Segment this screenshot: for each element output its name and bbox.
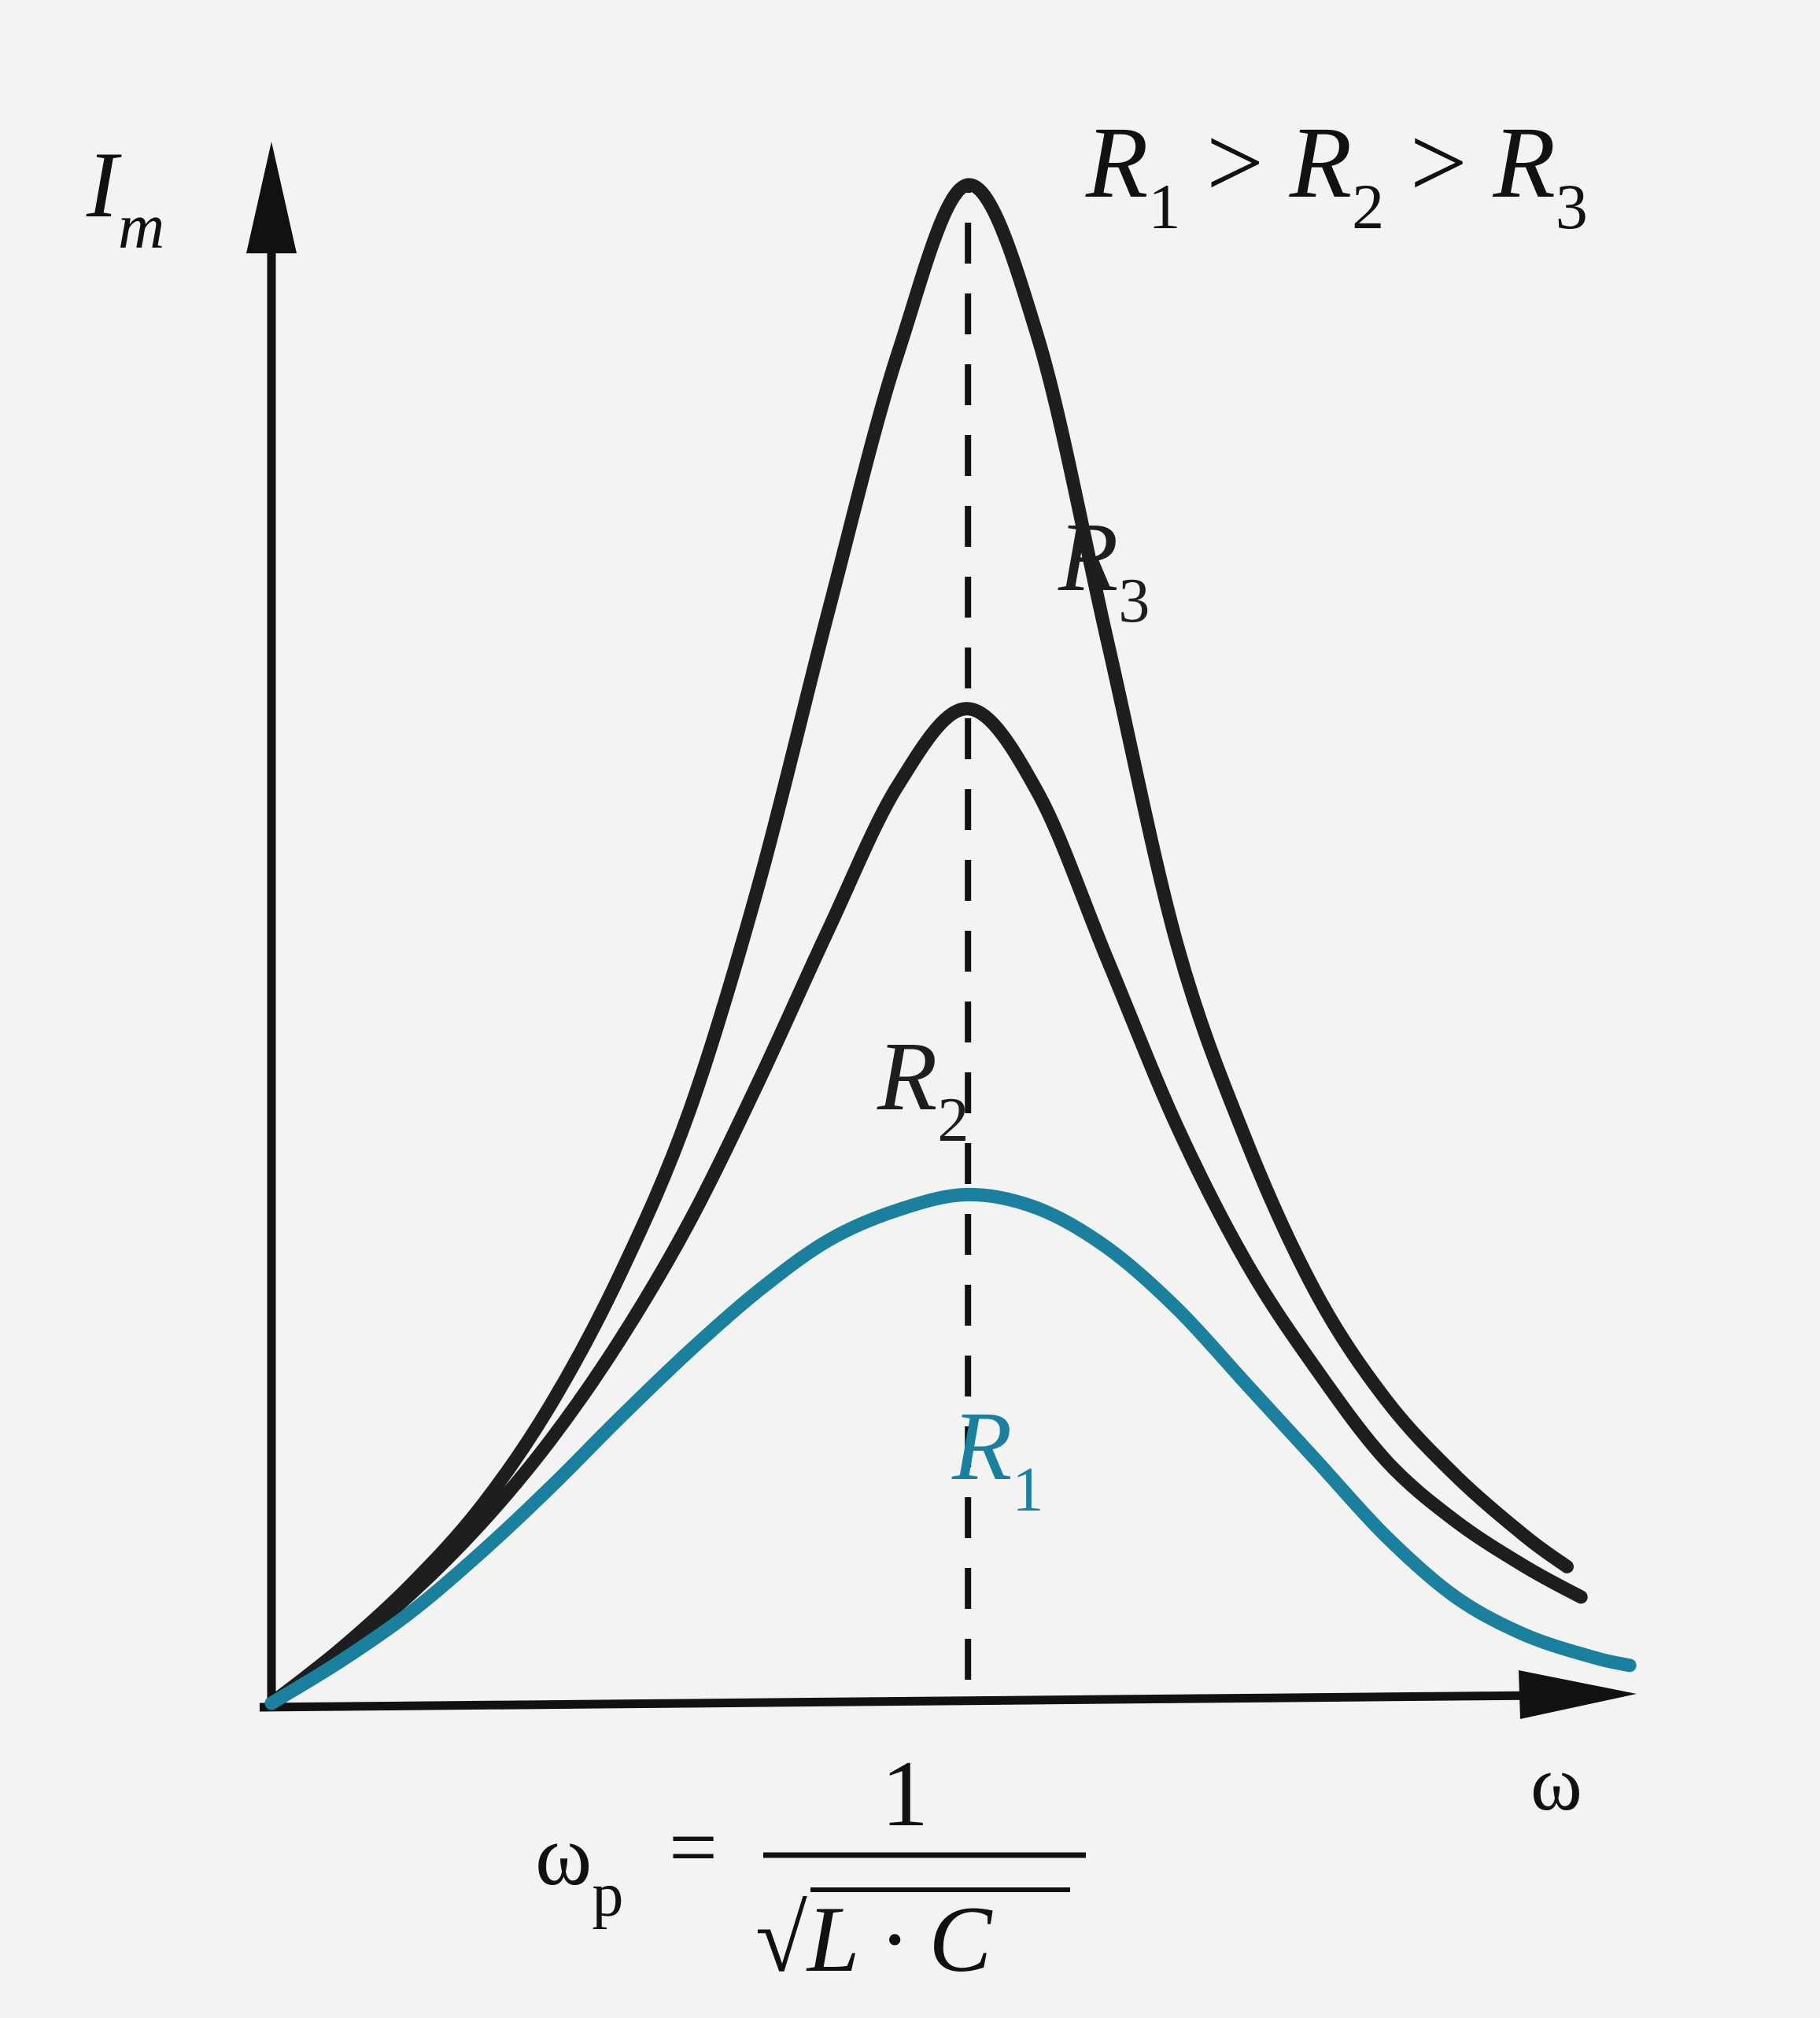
- series-line-r2: [264, 702, 1588, 1710]
- series-label-r3-sub: 3: [1118, 566, 1150, 636]
- x-axis-arrow: [1519, 1670, 1637, 1719]
- series-label-r2: R2: [877, 1023, 969, 1155]
- relation-gt1: >: [1180, 106, 1289, 220]
- series-group: [264, 178, 1637, 1710]
- series-label-r1: R1: [951, 1393, 1043, 1525]
- series-label-r2-sub: 2: [937, 1086, 969, 1155]
- relation-r3: R: [1493, 106, 1556, 220]
- y-axis-arrow: [246, 142, 297, 253]
- formula-denominator: √L · C: [755, 1887, 993, 1991]
- series-label-r1-sub: 1: [1012, 1455, 1043, 1525]
- relation-gt2: >: [1384, 106, 1493, 220]
- relation-r1: R: [1085, 106, 1148, 220]
- relation-s3: 3: [1556, 171, 1588, 242]
- series-label-r1-main: R: [951, 1393, 1012, 1501]
- relation-s2: 2: [1352, 171, 1384, 242]
- x-axis-line: [259, 1691, 1543, 1712]
- formula-radical: √: [755, 1887, 807, 1991]
- y-axis-label-sub: m: [118, 190, 164, 262]
- series-label-r3: R3: [1058, 504, 1150, 636]
- y-axis-label-main: I: [86, 132, 122, 237]
- series-label-r2-main: R: [877, 1023, 937, 1131]
- series-line-r1: [264, 1187, 1637, 1710]
- formula-denominator-text: L · C: [806, 1887, 994, 1991]
- resonance-formula: ωp = 1 √L · C: [535, 1741, 1086, 1991]
- formula-equals: =: [669, 1799, 718, 1895]
- series-label-r3-main: R: [1058, 504, 1118, 612]
- formula-omega-sub: p: [592, 1861, 623, 1930]
- x-axis-label: ω: [1530, 1739, 1582, 1827]
- series-line-r3: [264, 178, 1574, 1710]
- relation-s1: 1: [1148, 171, 1180, 242]
- y-axis-label: Im: [86, 132, 164, 262]
- formula-numerator: 1: [881, 1741, 928, 1846]
- resistance-relation: R1 > R2 > R3: [1085, 106, 1588, 242]
- relation-r2: R: [1289, 106, 1352, 220]
- formula-omega: ωp: [535, 1807, 623, 1930]
- formula-omega-main: ω: [535, 1807, 592, 1903]
